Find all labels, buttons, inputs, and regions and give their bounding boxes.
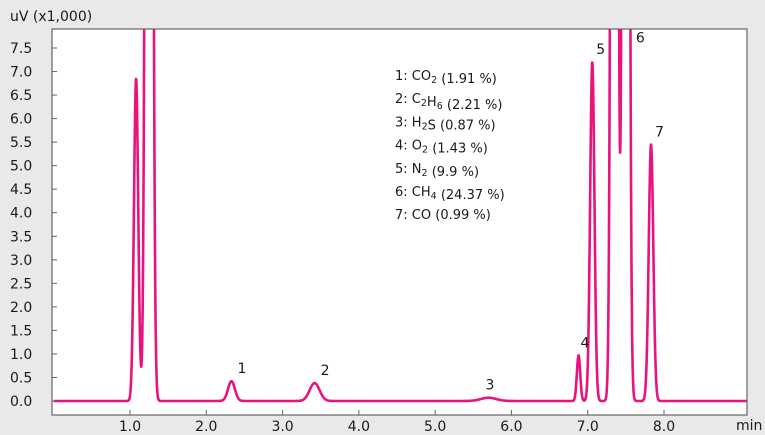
peak-label-2: 2 [321,363,330,379]
legend-entry: 3: H2S (0.87 %) [395,115,496,133]
legend-entry: 4: O2 (1.43 %) [395,139,488,157]
y-tick-label: 6.5 [10,88,32,104]
x-tick-label: 5.0 [424,419,446,435]
peak-labels: 1 2 3 4 5 6 7 [237,30,663,393]
x-tick-label: 3.0 [271,419,293,435]
y-tick-label: 1.5 [10,323,32,339]
y-tick-label: 0.5 [10,370,32,386]
y-tick-label: 7.5 [10,41,32,57]
x-tick-label: 2.0 [195,419,217,435]
y-tick-label: 6.0 [10,112,32,128]
x-tick-label: 4.0 [348,419,370,435]
peak-label-3: 3 [486,378,495,394]
peak-label-6: 6 [636,30,645,46]
y-axis-label: uV (x1,000) [10,9,92,25]
peak-legend: 1: CO2 (1.91 %) 2: C2H6 (2.21 %) 3: H2S (0… [395,69,505,223]
chromatogram-trace [52,29,747,403]
legend-entry: 2: C2H6 (2.21 %) [395,92,502,113]
plot-frame [51,28,748,416]
y-tick-label: 4.0 [10,206,32,222]
y-tick-label: 4.5 [10,182,32,198]
peak-label-5: 5 [596,42,605,58]
y-tick-label: 3.0 [10,253,32,269]
y-tick-label: 2.5 [10,276,32,292]
x-tick-label: 8.0 [653,419,675,435]
peak-label-1: 1 [237,361,246,377]
legend-entry: 7: CO (0.99 %) [395,208,491,223]
y-tick-label: 5.5 [10,135,32,151]
y-tick-label: 2.0 [10,300,32,316]
y-tick-label: 7.0 [10,65,32,81]
x-tick-label: 6.0 [500,419,522,435]
legend-entry: 1: CO2 (1.91 %) [395,69,497,87]
y-tick-label: 5.0 [10,159,32,175]
x-tick-label: 7.0 [577,419,599,435]
peak-label-4: 4 [581,335,590,351]
x-tick-label: 1.0 [119,419,141,435]
y-tick-label: 1.0 [10,347,32,363]
y-tick-label: 0.0 [10,394,32,410]
legend-entry: 5: N2 (9.9 %) [395,162,479,180]
plot-area: 1 2 3 4 5 6 7 [51,28,748,416]
peak-label-7: 7 [655,124,664,140]
x-ticks: 1.0 2.0 3.0 4.0 5.0 6.0 7.0 8.0 [119,410,675,435]
y-tick-label: 3.5 [10,229,32,245]
legend-entry: 6: CH4 (24.37 %) [395,185,505,203]
y-ticks: 0.0 0.5 1.0 1.5 2.0 2.5 3.0 3.5 4.0 4.5 5.0 5.5 6.0 6… [10,41,57,410]
x-axis-label: min [736,418,762,434]
